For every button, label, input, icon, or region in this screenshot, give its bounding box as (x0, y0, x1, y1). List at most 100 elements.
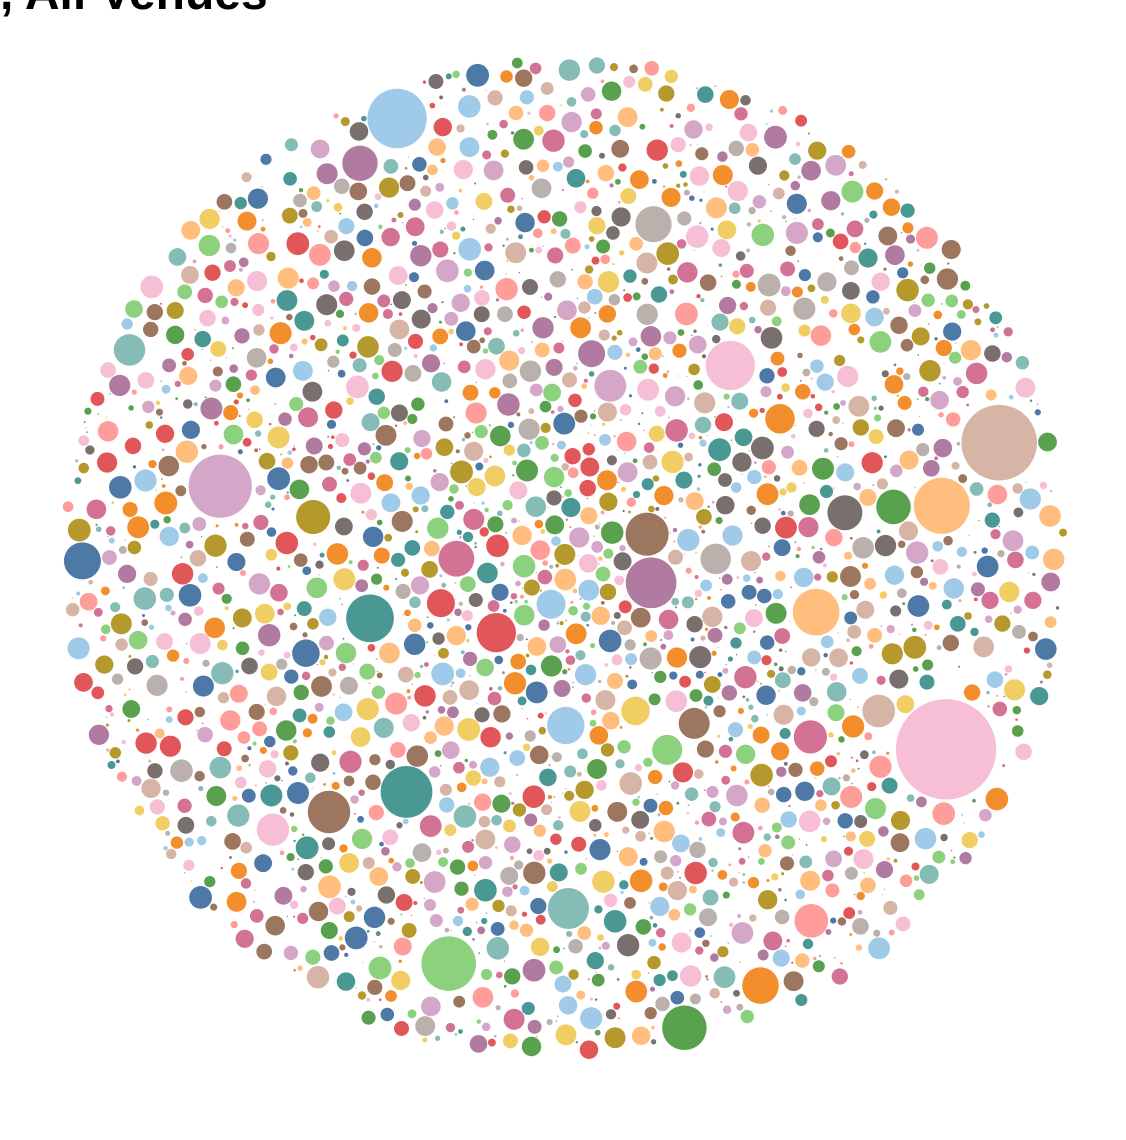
bubble (580, 457, 600, 477)
bubble (505, 531, 508, 534)
bubble (795, 781, 815, 801)
bubble (579, 598, 582, 600)
bubble (506, 260, 509, 263)
bubble (108, 537, 115, 544)
bubble (881, 777, 898, 794)
bubble (376, 474, 394, 492)
bubble (793, 567, 814, 588)
bubble (134, 469, 157, 492)
bubble (571, 268, 574, 271)
bubble (296, 499, 331, 535)
bubble (180, 676, 185, 681)
bubble (339, 844, 348, 853)
bubble (218, 209, 221, 212)
bubble (562, 495, 565, 498)
bubble (600, 601, 605, 605)
bubble (540, 296, 543, 298)
bubble (934, 456, 939, 461)
bubble (943, 322, 962, 341)
bubble (618, 250, 625, 256)
bubble (529, 440, 533, 445)
bubble (300, 885, 307, 893)
bubble (477, 562, 498, 584)
bubble (236, 392, 244, 399)
bubble (474, 874, 476, 876)
bubble (949, 615, 966, 632)
bubble (757, 273, 781, 297)
bubble (648, 693, 661, 706)
bubble (438, 540, 475, 577)
bubble (76, 591, 81, 596)
bubble (127, 516, 150, 539)
bubble (408, 272, 420, 283)
bubble (825, 929, 832, 935)
bubble (457, 906, 465, 914)
bubble (1019, 488, 1041, 510)
bubble (978, 519, 980, 522)
bubble (873, 406, 877, 410)
bubble (569, 526, 572, 529)
bubble (292, 447, 296, 452)
bubble (785, 245, 796, 256)
bubble (1035, 638, 1057, 660)
bubble (248, 703, 265, 720)
bubble (503, 984, 507, 988)
bubble (849, 589, 860, 600)
bubble (431, 662, 455, 686)
bubble (717, 870, 728, 880)
bubble (385, 990, 397, 1002)
bubble (102, 550, 117, 565)
bubble (456, 782, 467, 793)
bubble (512, 554, 536, 578)
bubble (872, 484, 875, 486)
bubble (500, 149, 510, 158)
bubble (524, 730, 536, 742)
bubble (702, 889, 719, 906)
bubble (661, 450, 684, 474)
bubble (481, 501, 485, 505)
bubble (186, 706, 188, 708)
bubble (911, 862, 920, 871)
bubble (609, 124, 621, 137)
bubble (606, 455, 617, 466)
bubble (890, 833, 910, 853)
bubble (773, 704, 794, 725)
bubble (225, 228, 231, 234)
bubble (131, 775, 142, 787)
bubble (429, 102, 436, 109)
bubble (406, 689, 411, 694)
bubble (876, 478, 888, 490)
bubble (181, 420, 200, 439)
bubble (212, 366, 223, 377)
bubble (795, 953, 810, 968)
bubble (585, 857, 588, 860)
bubble (182, 399, 193, 409)
bubble (165, 830, 171, 836)
bubble (385, 759, 395, 770)
bubble (617, 1017, 620, 1020)
bubble (344, 926, 368, 950)
bubble (287, 450, 293, 455)
bubble (474, 878, 497, 902)
bubble (728, 202, 741, 215)
bubble (453, 761, 465, 774)
bubble (848, 395, 870, 417)
bubble (192, 259, 197, 264)
bubble (519, 923, 534, 937)
bubble (551, 211, 568, 227)
bubble (1038, 432, 1057, 452)
bubble (846, 638, 850, 643)
bubble (333, 202, 343, 212)
bubble (361, 510, 365, 514)
bubble (67, 637, 90, 660)
bubble (327, 435, 330, 438)
bubble (622, 826, 630, 834)
bubble (776, 393, 783, 400)
bubble (797, 352, 803, 359)
bubble (522, 958, 546, 982)
bubble (689, 841, 706, 859)
bubble (535, 436, 549, 450)
bubble (277, 267, 299, 289)
bubble (390, 404, 408, 422)
bubble (90, 391, 105, 406)
